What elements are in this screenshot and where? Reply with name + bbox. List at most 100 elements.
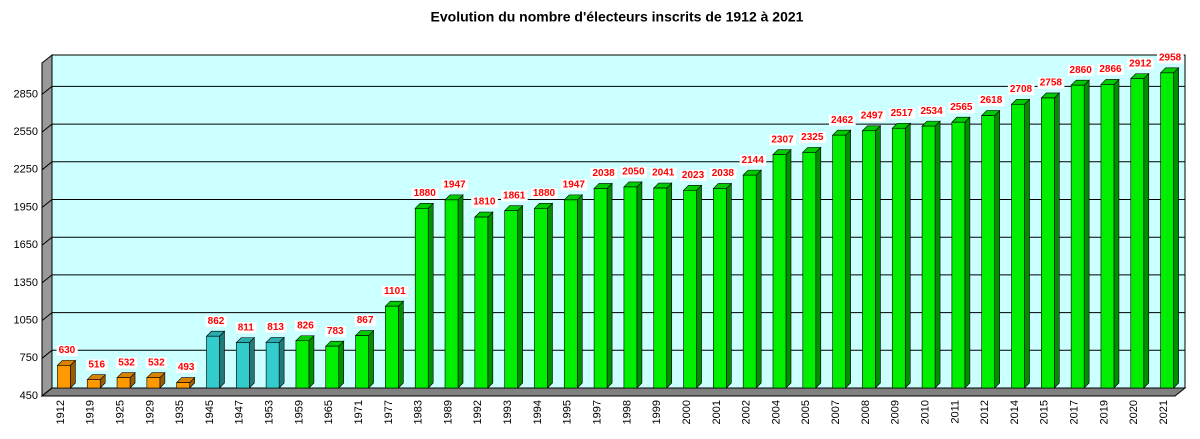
value-label: 2912 xyxy=(1129,58,1152,69)
bar-side xyxy=(815,146,822,389)
value-label-bg xyxy=(235,322,257,334)
bar-side xyxy=(755,169,762,389)
x-tick-label: 2009 xyxy=(890,400,902,424)
value-label: 2307 xyxy=(771,134,794,145)
value-label: 2144 xyxy=(742,155,765,166)
bar-side xyxy=(308,335,315,389)
value-label: 2565 xyxy=(950,102,973,113)
bar-side xyxy=(338,340,345,389)
bar xyxy=(86,379,101,389)
bar-side xyxy=(696,184,702,389)
bar-side xyxy=(845,129,851,389)
value-label-bg xyxy=(1156,52,1184,64)
value-label: 2517 xyxy=(891,108,914,119)
value-label-bg xyxy=(978,95,1005,107)
value-label: 2708 xyxy=(1010,84,1033,95)
x-tick-label: 1998 xyxy=(621,400,633,424)
x-tick-label: 1983 xyxy=(413,400,425,424)
bar-side xyxy=(1173,67,1179,389)
value-label: 2866 xyxy=(1099,64,1122,75)
bar xyxy=(534,208,548,389)
y-tick-label: 2250 xyxy=(14,164,38,176)
bar-side xyxy=(278,336,285,389)
value-label-bg xyxy=(799,132,826,144)
bar xyxy=(265,342,280,389)
bar xyxy=(772,154,787,389)
value-label: 1947 xyxy=(563,180,586,191)
grid-line-side xyxy=(41,86,53,95)
value-label: 1101 xyxy=(384,286,406,297)
value-label: 1880 xyxy=(533,188,556,199)
value-label-bg xyxy=(116,357,138,369)
x-tick-label: 2011 xyxy=(949,400,961,424)
value-label: 2534 xyxy=(920,106,943,117)
value-label: 516 xyxy=(88,359,105,370)
value-label: 2618 xyxy=(980,95,1003,106)
bar xyxy=(951,121,966,389)
bar-side xyxy=(785,148,792,389)
x-tick-label: 1925 xyxy=(114,400,126,424)
bar xyxy=(474,216,489,389)
value-label: 1880 xyxy=(414,188,437,199)
value-label-bg xyxy=(709,168,737,180)
value-label-bg xyxy=(175,362,197,374)
bar xyxy=(742,174,757,389)
bar xyxy=(1070,84,1085,389)
grid-line-side xyxy=(41,274,53,284)
y-tick-label: 1650 xyxy=(14,239,38,251)
bar xyxy=(57,365,71,389)
value-label-bg xyxy=(382,285,409,297)
bar xyxy=(563,199,578,389)
x-tick-label: 1919 xyxy=(85,400,97,424)
bar xyxy=(295,340,310,389)
value-label-bg xyxy=(1067,64,1095,76)
value-label-bg xyxy=(205,315,227,327)
y-tick-label: 750 xyxy=(20,352,38,364)
grid-line-side xyxy=(41,123,53,133)
value-label: 2038 xyxy=(592,168,615,179)
value-label: 2497 xyxy=(861,110,884,121)
y-tick-label: 2850 xyxy=(14,88,38,100)
bar-side xyxy=(368,329,374,389)
bar xyxy=(1130,78,1145,389)
value-label: 813 xyxy=(267,322,284,333)
x-tick-label: 2021 xyxy=(1158,400,1170,424)
x-tick-label: 1993 xyxy=(502,400,514,424)
y-tick-label: 450 xyxy=(20,390,38,402)
value-label: 1810 xyxy=(473,197,496,208)
value-label-bg xyxy=(354,315,376,327)
bar xyxy=(802,152,817,389)
y-tick-label: 1350 xyxy=(14,277,38,289)
floor xyxy=(40,387,1187,397)
value-label: 532 xyxy=(148,357,165,368)
value-label: 862 xyxy=(208,316,225,327)
bar-side xyxy=(1024,98,1030,389)
x-tick-label: 1994 xyxy=(532,400,544,424)
bar-side xyxy=(457,194,464,389)
value-label-bg xyxy=(679,169,707,181)
x-tick-label: 1977 xyxy=(383,400,395,424)
y-tick-label: 1950 xyxy=(14,201,38,213)
value-label-bg xyxy=(441,179,469,191)
x-tick-label: 2010 xyxy=(919,400,931,424)
x-tick-label: 1935 xyxy=(174,400,186,424)
bar xyxy=(862,130,876,389)
value-label: 2758 xyxy=(1040,78,1063,89)
value-label-bg xyxy=(560,179,588,191)
value-label: 811 xyxy=(238,322,255,333)
x-tick-label: 2000 xyxy=(681,400,693,424)
chart-title: Evolution du nombre d'électeurs inscrits… xyxy=(431,9,804,25)
bar xyxy=(116,377,131,389)
value-label-bg xyxy=(295,320,317,332)
bar-side xyxy=(249,336,255,389)
value-label-bg xyxy=(530,187,558,199)
bar xyxy=(593,188,608,389)
value-label-bg xyxy=(56,345,78,357)
value-label: 783 xyxy=(327,326,344,337)
y-tick-label: 1050 xyxy=(14,315,38,327)
bar-side xyxy=(1054,92,1060,389)
x-tick-label: 1965 xyxy=(323,400,335,424)
x-tick-label: 2005 xyxy=(800,400,812,424)
grid-line-side xyxy=(41,349,53,359)
x-tick-label: 1929 xyxy=(144,400,156,424)
